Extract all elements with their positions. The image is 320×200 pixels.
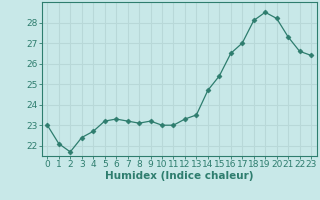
X-axis label: Humidex (Indice chaleur): Humidex (Indice chaleur) <box>105 171 253 181</box>
